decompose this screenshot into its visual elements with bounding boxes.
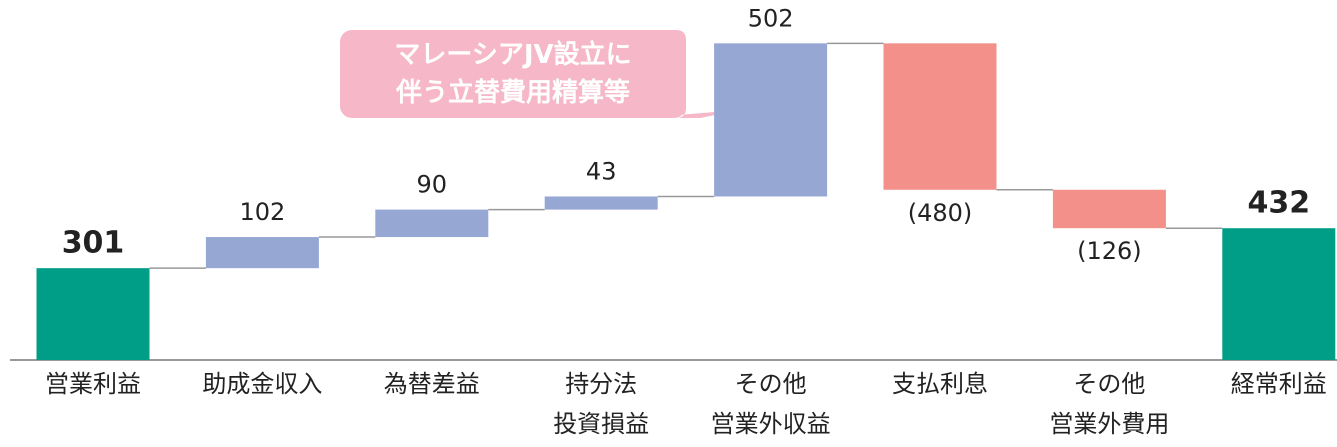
bar (714, 43, 828, 197)
x-tick-label: その他営業外収益 (711, 370, 831, 438)
value-label: 432 (1247, 186, 1310, 221)
x-tick-label: 支払利息 (892, 370, 988, 398)
x-tick-label: 為替差益 (384, 370, 480, 398)
bar (205, 237, 319, 269)
value-label: 502 (748, 4, 794, 32)
value-label: 102 (239, 198, 285, 226)
bar (883, 43, 997, 190)
value-label: 43 (586, 157, 617, 185)
x-tick-label: 助成金収入 (202, 370, 322, 398)
annotation: マレーシアJV設立に伴う立替費用精算等 (394, 39, 631, 108)
x-tick-label: 経常利益 (1231, 370, 1327, 398)
bar (36, 268, 150, 360)
bar (375, 209, 489, 238)
value-label: 301 (62, 226, 125, 261)
bar (1052, 189, 1166, 229)
value-label: (126) (1077, 237, 1142, 265)
x-tick-label: 営業利益 (45, 370, 141, 398)
bar (1222, 228, 1336, 360)
value-label: 90 (417, 171, 448, 199)
bar (544, 196, 658, 210)
x-tick-label: その他営業外費用 (1049, 370, 1169, 438)
value-label: (480) (908, 199, 973, 227)
x-tick-label: 持分法投資損益 (553, 370, 649, 438)
callout-box (340, 30, 686, 118)
